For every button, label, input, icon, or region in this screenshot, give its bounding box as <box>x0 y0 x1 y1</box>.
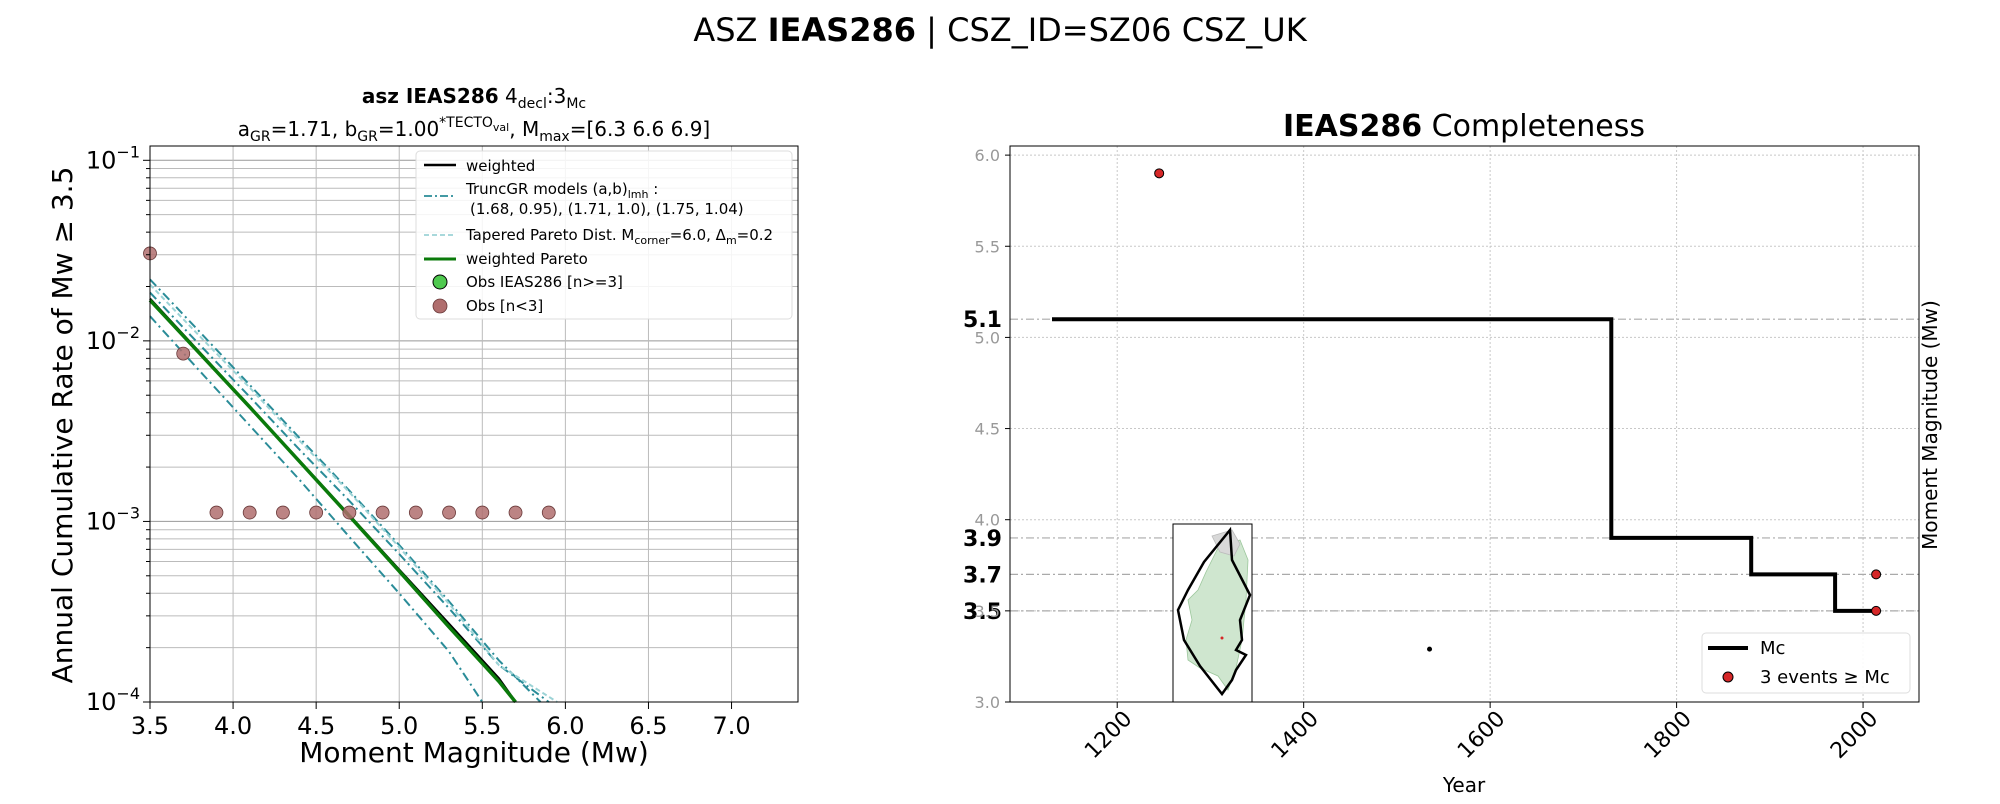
completeness-mc-level-label: 3.9 <box>963 527 1002 552</box>
legend-pareto-label: Tapered Pareto Dist. Mcorner=6.0, Δm=0.2 <box>465 226 773 247</box>
gr-x-tick-label: 4.5 <box>297 712 335 740</box>
gr-x-axis-label: Moment Magnitude (Mw) <box>299 736 649 769</box>
inset-map-marker <box>1220 636 1224 640</box>
inset-map-zone-outline <box>1176 526 1252 697</box>
completeness-y-tick-label: 6.0 <box>975 146 1000 165</box>
gr-x-tick-label: 4.0 <box>214 712 252 740</box>
completeness-mc-level-label: 3.5 <box>963 600 1002 625</box>
completeness-x-tick-label: 1400 <box>1267 707 1324 764</box>
inset-map-land <box>1185 539 1249 691</box>
gr-subtitle: aGR=1.71, bGR=1.00*TECTOval, Mmax=[6.3 6… <box>238 115 710 145</box>
completeness-x-tick-label: 1800 <box>1640 707 1697 764</box>
completeness-title: IEAS286 Completeness <box>1283 109 1645 144</box>
gr-weighted-pareto-line <box>148 299 517 704</box>
completeness-axes-frame <box>1009 145 1920 703</box>
gr-legend-frame <box>415 150 793 320</box>
gr-axes-frame <box>149 145 799 703</box>
completeness-x-tick-label: 2000 <box>1826 707 1883 764</box>
completeness-x-tick-label: 1200 <box>1080 707 1137 764</box>
legend-obs-main-label: Obs IEAS286 [n>=3] <box>466 273 623 291</box>
gr-x-tick-label: 5.0 <box>380 712 418 740</box>
legend-truncgr-values: (1.68, 0.95), (1.71, 1.0), (1.75, 1.04) <box>470 200 744 218</box>
legend-events-swatch <box>1722 671 1734 683</box>
gr-x-tick-label: 6.5 <box>629 712 667 740</box>
completeness-series <box>1052 168 1882 652</box>
gr-x-tick-label: 7.0 <box>712 712 750 740</box>
region-inset-map <box>1172 523 1253 703</box>
completeness-legend: Mc 3 events ≥ Mc <box>1701 632 1911 694</box>
gr-ticks: 10−4 10−3 10−2 10−1 3.5 4.0 4.5 5.0 5.5 6.0 6.5 7.0 <box>86 142 751 740</box>
gr-x-tick-label: 5.5 <box>463 712 501 740</box>
gr-obs-point <box>276 505 290 520</box>
gr-pareto-line <box>149 283 558 703</box>
completeness-small-point <box>1427 646 1433 652</box>
completeness-y-tick-label: 4.0 <box>975 511 1000 530</box>
gr-truncgr-line-mid <box>149 291 550 703</box>
gr-title: asz IEAS286 4decl:3Mc <box>362 84 586 112</box>
gr-y-tick-label: 10−1 <box>86 142 140 174</box>
legend-obs-small-label: Obs [n<3] <box>466 297 543 315</box>
gr-obs-point <box>508 505 523 520</box>
gr-series <box>148 278 558 704</box>
gr-obs-point <box>442 505 456 520</box>
gr-x-tick-label: 6.0 <box>546 712 584 740</box>
gr-x-tick-label: 3.5 <box>131 712 169 740</box>
gr-legend: weighted TruncGR models (a,b)lmh : (1.68… <box>415 150 793 320</box>
legend-obs-main-swatch <box>432 274 448 290</box>
completeness-y-tick-label: 3.5 <box>975 602 1000 621</box>
completeness-y-tick-label: 3.0 <box>975 693 1000 712</box>
gr-obs-point <box>408 505 423 520</box>
figure-suptitle: ASZ IEAS286 | CSZ_ID=SZ06 CSZ_UK <box>693 11 1307 49</box>
legend-weighted-pareto-label: weighted Pareto <box>466 250 588 268</box>
completeness-y-axis-label: Moment Magnitude (Mw) <box>1918 300 1942 550</box>
completeness-chart: 5.1 3.9 3.7 3.5 3.0 3.5 4.0 4.5 5.0 5.5 6.0 1200 14… <box>963 109 1942 797</box>
completeness-event-point <box>1871 605 1882 616</box>
gr-obs-point <box>242 505 257 520</box>
gr-truncgr-line-high <box>149 278 542 703</box>
gr-obs-point <box>375 505 390 520</box>
gr-obs-point <box>309 505 324 520</box>
gr-y-tick-label: 10−3 <box>86 503 140 535</box>
gr-obs-point <box>176 346 191 361</box>
gr-obs-point <box>541 505 556 520</box>
completeness-y-tick-label: 5.0 <box>975 328 1000 347</box>
legend-mc-label: Mc <box>1760 638 1785 659</box>
gr-obs-point <box>475 505 490 520</box>
gr-y-axis-label: Annual Cumulative Rate of Mw ≥ 3.5 <box>46 167 79 684</box>
completeness-legend-frame <box>1701 632 1911 694</box>
gr-rate-chart: 10−4 10−3 10−2 10−1 3.5 4.0 4.5 5.0 5.5 6.0 6.5 7.0… <box>46 84 799 769</box>
completeness-mc-reference-lines: 5.1 3.9 3.7 3.5 <box>963 308 1919 625</box>
legend-weighted-label: weighted <box>466 157 535 175</box>
gr-y-tick-label: 10−4 <box>86 684 140 716</box>
completeness-mc-level-label: 5.1 <box>963 308 1002 333</box>
gr-obs-point <box>209 505 224 520</box>
legend-truncgr-label: TruncGR models (a,b)lmh : <box>465 180 658 201</box>
completeness-event-point <box>1871 569 1882 580</box>
legend-obs-small-swatch <box>432 298 448 314</box>
completeness-mc-level-label: 3.7 <box>963 563 1002 588</box>
completeness-y-tick-label: 5.5 <box>975 237 1000 256</box>
gr-y-tick-label: 10−2 <box>86 323 140 355</box>
completeness-y-tick-label: 4.5 <box>975 420 1000 439</box>
completeness-mc-step-line <box>1052 317 1877 613</box>
completeness-grid <box>1010 146 1919 703</box>
gr-obs-point <box>342 505 357 520</box>
completeness-event-point <box>1154 168 1165 179</box>
completeness-x-axis-label: Year <box>1442 773 1486 797</box>
completeness-x-tick-label: 1600 <box>1453 707 1510 764</box>
legend-events-label: 3 events ≥ Mc <box>1760 667 1890 688</box>
